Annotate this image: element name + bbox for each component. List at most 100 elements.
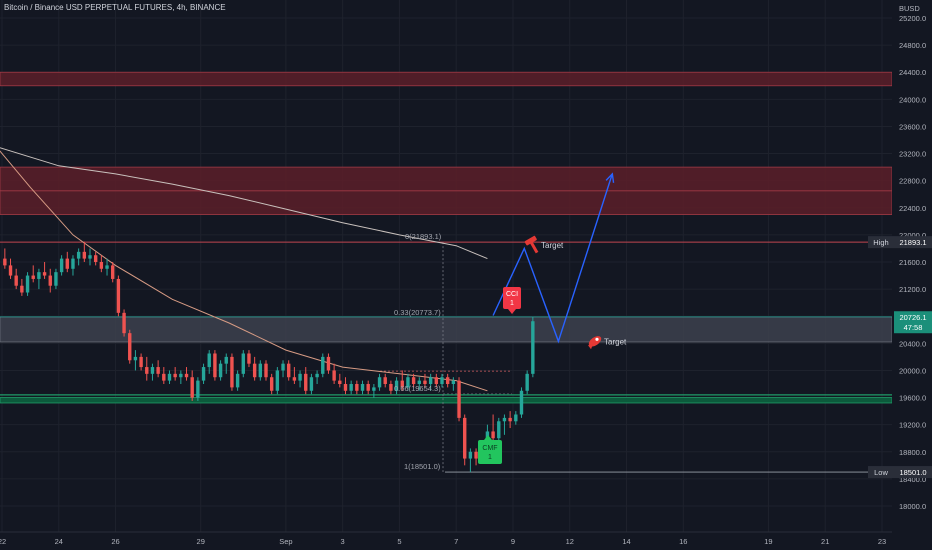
- candle-body: [8, 265, 13, 276]
- fib-label: 0.33(20773.7): [394, 308, 441, 317]
- candle-body: [463, 417, 467, 459]
- price-tick-label: 21600.0: [899, 258, 926, 267]
- moving-average-fast: [0, 150, 488, 392]
- rocket-window: [595, 337, 599, 341]
- candle-body: [269, 377, 274, 391]
- candle-body: [304, 373, 308, 391]
- price-tick-label: 25200.0: [899, 14, 926, 23]
- time-tick-label: 23: [878, 537, 886, 546]
- candle-body: [519, 390, 524, 415]
- level-value: 18501.0: [899, 468, 926, 477]
- level-name: Low: [874, 468, 888, 477]
- candle-body: [184, 373, 189, 378]
- currency-label: BUSD: [899, 4, 920, 13]
- candle-body: [156, 367, 160, 374]
- candle-body: [525, 373, 529, 391]
- candle-body: [42, 272, 47, 276]
- candle-body: [355, 384, 359, 391]
- time-tick-label: 21: [821, 537, 829, 546]
- signal-cmf-value: 1: [488, 454, 492, 461]
- price-tick-label: 24800.0: [899, 41, 926, 50]
- level-value: 21893.1: [899, 238, 926, 247]
- price-tick-label: 23200.0: [899, 150, 926, 159]
- candle-body: [173, 373, 177, 378]
- candle-body: [497, 421, 501, 439]
- candle-body: [230, 356, 234, 388]
- candle-body: [383, 377, 387, 384]
- price-tick-label: 21200.0: [899, 285, 926, 294]
- candle-body: [213, 353, 217, 378]
- candle-body: [372, 387, 376, 391]
- candle-body: [423, 380, 427, 384]
- candle-body: [309, 377, 314, 391]
- signal-cmf-pointer: [484, 435, 492, 440]
- price-tick-label: 20000.0: [899, 366, 926, 375]
- candle-body: [451, 380, 456, 384]
- time-tick-label: 22: [0, 537, 6, 546]
- price-tick-label: 20400.0: [899, 339, 926, 348]
- price-tick-label: 24000.0: [899, 95, 926, 104]
- time-tick-label: 16: [679, 537, 687, 546]
- annotations: 0(21893.1) 0.33(20773.7) 0.66(19654.3) 1(18…: [394, 172, 627, 471]
- price-tick-label: 22400.0: [899, 204, 926, 213]
- time-tick-label: Sep: [279, 537, 292, 546]
- fib-label: 0.66(19654.3): [394, 384, 441, 393]
- candle-body: [502, 417, 507, 422]
- price-tick-label: 18000.0: [899, 502, 926, 511]
- candle-body: [224, 356, 228, 364]
- time-tick-label: 26: [111, 537, 119, 546]
- candle-body: [360, 384, 365, 391]
- candle-body: [76, 251, 81, 259]
- candle-body: [315, 373, 319, 378]
- candle-body: [343, 384, 348, 391]
- level-name: High: [873, 238, 888, 247]
- candle-body: [116, 278, 121, 313]
- fib-label: 0(21893.1): [405, 232, 442, 241]
- candle-body: [14, 275, 18, 286]
- candle-body: [468, 451, 473, 459]
- candle-body: [167, 373, 172, 381]
- candle-body: [287, 363, 291, 378]
- candle-body: [20, 285, 24, 293]
- candle-body: [111, 265, 115, 279]
- signal-cmf-label: CMF: [482, 445, 497, 452]
- candle-body: [139, 356, 143, 368]
- candle-body: [99, 262, 104, 269]
- candle-body: [247, 353, 251, 364]
- candle-body: [71, 258, 75, 269]
- projection-arrowhead: [605, 172, 615, 183]
- level-name-tag: [868, 466, 894, 479]
- time-tick-label: 29: [197, 537, 205, 546]
- hammer-handle: [529, 241, 539, 254]
- candle-body: [25, 275, 30, 293]
- candle-body: [31, 275, 35, 279]
- candle-body: [440, 377, 444, 384]
- price-tick-label: 23600.0: [899, 122, 926, 131]
- candle-body: [508, 417, 512, 422]
- level-value-tag: [894, 236, 932, 249]
- candle-body: [162, 373, 166, 381]
- price-tick-label: 22800.0: [899, 177, 926, 186]
- level-value-tag: [894, 466, 932, 479]
- time-tick-label: 7: [454, 537, 458, 546]
- candle-body: [434, 377, 439, 384]
- candle-body: [406, 377, 410, 388]
- candles: [3, 241, 535, 473]
- candle-body: [491, 431, 495, 439]
- candle-body: [298, 373, 302, 381]
- time-tick-label: 24: [55, 537, 63, 546]
- time-tick-label: 5: [397, 537, 401, 546]
- candle-body: [235, 373, 240, 388]
- candle-body: [196, 380, 200, 398]
- candle-body: [122, 312, 126, 334]
- candle-body: [389, 384, 393, 391]
- zone-red: [0, 71, 893, 87]
- moving-averages: [0, 147, 488, 392]
- candle-body: [207, 353, 211, 368]
- signal-cci-badge: [503, 287, 521, 309]
- hammer-icon: [524, 235, 539, 254]
- time-tick-label: 3: [341, 537, 345, 546]
- candle-body: [445, 377, 450, 384]
